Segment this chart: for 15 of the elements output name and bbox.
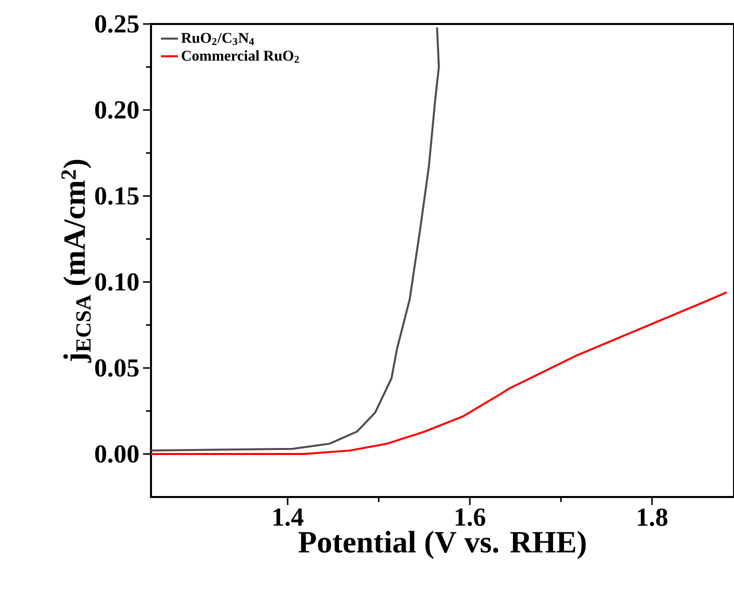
x-tick-label: 1.4 [274, 508, 304, 526]
y-tick-label: 0.20 [95, 101, 139, 119]
x-axis-title: Potential (V vs. RHE) [298, 530, 586, 559]
y-tick-label: 0.05 [95, 359, 139, 377]
y-tick-label: 0.15 [95, 187, 139, 205]
x-tick-label: 1.8 [638, 508, 668, 526]
legend-label: Commercial RuO$_{2}$ [182, 50, 299, 63]
y-tick-label: 0.00 [95, 445, 139, 463]
y-axis-title: j$_{ECSA}$ (mA/cm$^{2}$) [61, 160, 92, 363]
y-tick-label: 0.25 [95, 15, 139, 33]
line-series [151, 26, 440, 452]
x-tick-label: 1.6 [456, 508, 486, 526]
legend-label: RuO$_{2}$/C$_{3}$N$_{4}$ [181, 32, 254, 46]
line-series [151, 291, 728, 455]
y-tick-label: 0.10 [95, 273, 139, 291]
